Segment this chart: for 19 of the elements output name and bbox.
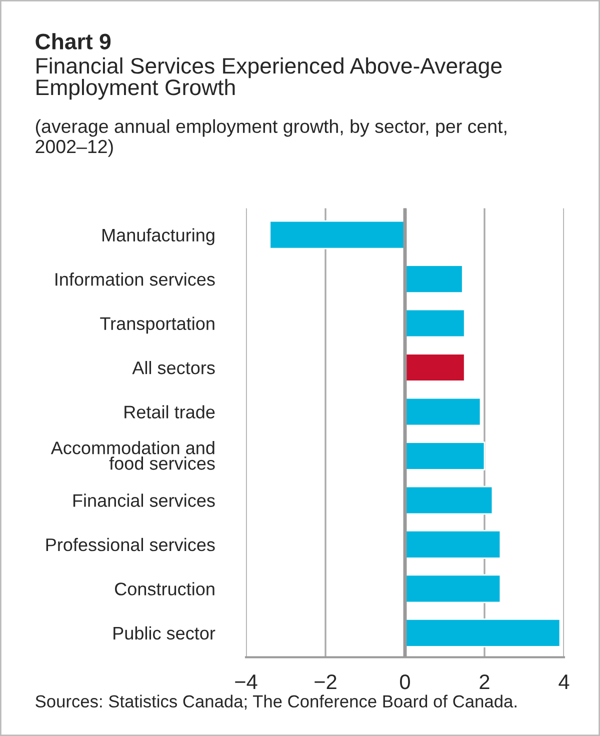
- y-tick-label: Manufacturing: [102, 228, 214, 246]
- x-tick-label: 4: [558, 674, 570, 690]
- x-tick-label: 2: [480, 674, 490, 690]
- y-tick-label: Information services: [56, 272, 215, 286]
- source-note: Sources: Statistics Canada; The Conference Board of Canada.: [36, 694, 516, 710]
- y-tick-label: Construction: [115, 582, 214, 596]
- y-tick-label: All sectors: [132, 360, 215, 374]
- y-tick-label: Public sector: [114, 626, 216, 640]
- y-tick-label: Financial services: [73, 494, 215, 507]
- x-tick-label: 0: [400, 674, 410, 690]
- x-tick-label: −4: [235, 674, 258, 690]
- x-tick-label: −2: [314, 674, 336, 690]
- y-tick-label: Professional services: [46, 538, 215, 552]
- chart-title: Chart 9: [36, 33, 111, 50]
- text: (average annual employment growth, by sector, per cent, 2002–12): [36, 119, 506, 157]
- chart-subtitle: Financial Services Experienced Above-Average Employment Growth: [36, 57, 502, 100]
- y-tick-label: Accommodation and food services: [50, 441, 215, 470]
- y-tick-label: Retail trade: [124, 405, 215, 418]
- y-tick-label: Transportation: [100, 316, 214, 334]
